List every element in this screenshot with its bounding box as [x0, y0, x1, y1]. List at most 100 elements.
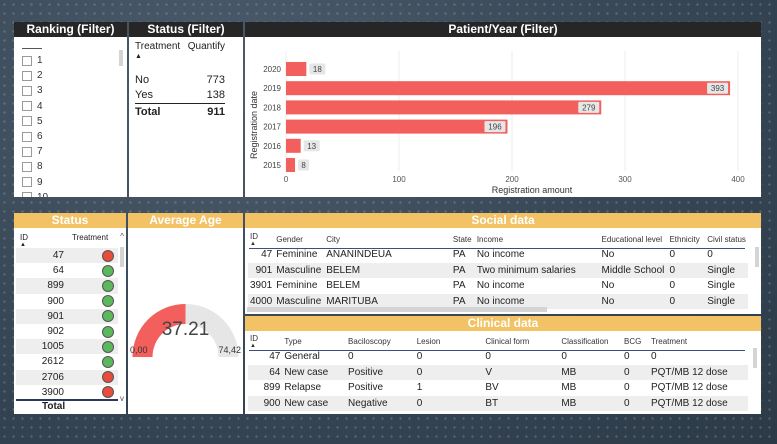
checkbox[interactable]	[22, 177, 32, 188]
checkbox[interactable]	[22, 85, 32, 96]
status-row[interactable]: 901	[16, 308, 118, 324]
checkbox[interactable]	[22, 146, 32, 157]
table-cell: PQT/MB 12 dose	[648, 395, 748, 411]
column-header[interactable]: Lesion	[416, 337, 441, 346]
status-row[interactable]: 64	[16, 263, 118, 278]
table-cell: 0	[624, 382, 630, 394]
bar[interactable]	[286, 119, 508, 134]
quantify-header[interactable]: Quantify	[187, 41, 225, 52]
column-header[interactable]: BCG	[624, 337, 642, 346]
column-header[interactable]: Gender	[276, 235, 303, 244]
social-data-table: ID ▲ Gender City State Income Educational leve…	[248, 232, 748, 309]
bar[interactable]	[286, 62, 307, 76]
column-header[interactable]: ID ▲	[248, 334, 282, 349]
ranking-item[interactable]: 1	[22, 53, 48, 68]
column-header[interactable]: Clinical form	[485, 337, 530, 346]
column-header[interactable]: Ethnicity	[669, 235, 700, 244]
status-row[interactable]: 902	[16, 324, 118, 339]
ranking-item[interactable]: 4	[22, 99, 48, 114]
column-header[interactable]: Treatment	[650, 337, 688, 346]
checkbox[interactable]	[22, 192, 32, 197]
status-indicator-icon	[102, 279, 114, 292]
table-cell: Negative	[346, 395, 415, 411]
status-filter-row[interactable]: Yes 138	[135, 88, 225, 103]
ranking-item[interactable]: 2	[22, 68, 48, 83]
table-row[interactable]: 64 New case Positive 0 V MB 0 PQT/MB 12 dose	[248, 364, 748, 380]
ranking-item[interactable]: 5	[22, 114, 48, 129]
status-indicator-icon	[102, 295, 114, 308]
table-cell: 0	[485, 351, 491, 363]
status-row[interactable]: 899	[16, 278, 118, 294]
column-header[interactable]: Income	[476, 235, 504, 244]
table-row[interactable]: 4000 Masculine MARITUBA PA No income No 0 Singl…	[248, 293, 748, 309]
checkbox[interactable]	[22, 116, 32, 127]
bar[interactable]	[286, 158, 296, 172]
checkbox[interactable]	[22, 101, 32, 112]
column-header[interactable]: City	[326, 235, 340, 244]
bar[interactable]	[286, 138, 301, 153]
ranking-filter-title: Ranking (Filter)	[14, 22, 127, 37]
total-value: 911	[207, 106, 225, 118]
status-filter-value: 773	[206, 74, 225, 86]
ranking-item[interactable]: 3	[22, 83, 48, 98]
data-label: 196	[488, 123, 502, 132]
ranking-item-label: 4	[37, 100, 43, 112]
checkbox[interactable]	[22, 131, 32, 142]
column-header[interactable]: ID ▲	[248, 232, 274, 247]
select-all-line	[22, 48, 42, 49]
column-header[interactable]: Civil status	[707, 235, 746, 244]
social-h-scrollbar[interactable]	[247, 307, 547, 312]
status-filter-label: No	[135, 74, 150, 86]
status-row-id: 64	[52, 265, 64, 277]
status-row[interactable]: 1005	[16, 339, 118, 355]
status-id-header[interactable]: ID ▲	[20, 233, 28, 248]
checkbox[interactable]	[22, 70, 32, 81]
status-row[interactable]: 900	[16, 294, 118, 309]
status-filter-total-row: Total 911	[135, 103, 225, 119]
status-row[interactable]: 2706	[16, 369, 118, 385]
checkbox[interactable]	[22, 161, 32, 172]
treatment-header[interactable]: Treatment ▲	[135, 41, 180, 60]
column-header[interactable]: Type	[284, 337, 302, 346]
status-row[interactable]: 3900	[16, 385, 118, 400]
ranking-item[interactable]: 9	[22, 175, 48, 190]
table-row[interactable]: 47 Feminine ANANINDEUA PA No income No 0 0	[248, 247, 748, 263]
column-header[interactable]: State	[452, 235, 472, 244]
table-cell: 0	[414, 364, 484, 380]
status-filter-row[interactable]: No 773	[135, 73, 225, 88]
data-label-background	[578, 101, 600, 113]
status-treatment-header[interactable]: Treatment	[72, 233, 109, 242]
status-filter-title: Status (Filter)	[129, 22, 243, 37]
y-tick-label: 2019	[263, 84, 281, 93]
ranking-item[interactable]: 8	[22, 159, 48, 174]
ranking-item[interactable]: 10	[22, 190, 48, 197]
ranking-item[interactable]: 6	[22, 129, 48, 144]
bar[interactable]	[286, 100, 602, 115]
scroll-down-icon[interactable]: v	[120, 394, 124, 403]
column-header[interactable]: Educational level	[601, 235, 663, 244]
average-age-panel: Average Age 37.21 0,00 74,42	[128, 213, 243, 414]
column-header[interactable]: Classification	[561, 337, 609, 346]
table-cell: 0	[667, 262, 706, 278]
ranking-item[interactable]: 7	[22, 144, 48, 159]
x-tick-label: 100	[392, 175, 406, 184]
clinical-v-scrollbar[interactable]	[753, 348, 757, 368]
table-row[interactable]: 899 Relapse Positive 1 BV MB 0 PQT/MB 12 dose	[248, 380, 748, 396]
ranking-list: 1 2 3 4 5 6 7 8 9 10	[22, 53, 48, 197]
status-row[interactable]: 2612	[16, 354, 118, 369]
table-row[interactable]: 901 Masculine BELEM PA Two minimum salaries M…	[248, 262, 748, 278]
table-row[interactable]: 47 General 0 0 0 0 0 0	[248, 349, 748, 365]
checkbox[interactable]	[22, 55, 32, 66]
table-row[interactable]: 3901 Feminine BELEM PA No income No 0 Single	[248, 278, 748, 294]
gauge-fill	[132, 304, 186, 357]
social-v-scrollbar[interactable]	[755, 247, 759, 267]
bar[interactable]	[286, 81, 731, 96]
status-scrollbar[interactable]	[120, 247, 124, 267]
table-row[interactable]: 900 New case Negative 0 BT MB 0 PQT/MB 12 dose	[248, 395, 748, 411]
status-row[interactable]: 47	[16, 248, 118, 264]
ranking-scrollbar[interactable]	[119, 50, 123, 66]
column-header[interactable]: Baciloscopy	[348, 337, 391, 346]
ranking-item-label: 8	[37, 161, 43, 173]
scroll-up-icon[interactable]: ^	[120, 232, 124, 241]
status-panel: Status ID ▲ Treatment ^ 47 64 899 900 901 902…	[14, 213, 126, 414]
